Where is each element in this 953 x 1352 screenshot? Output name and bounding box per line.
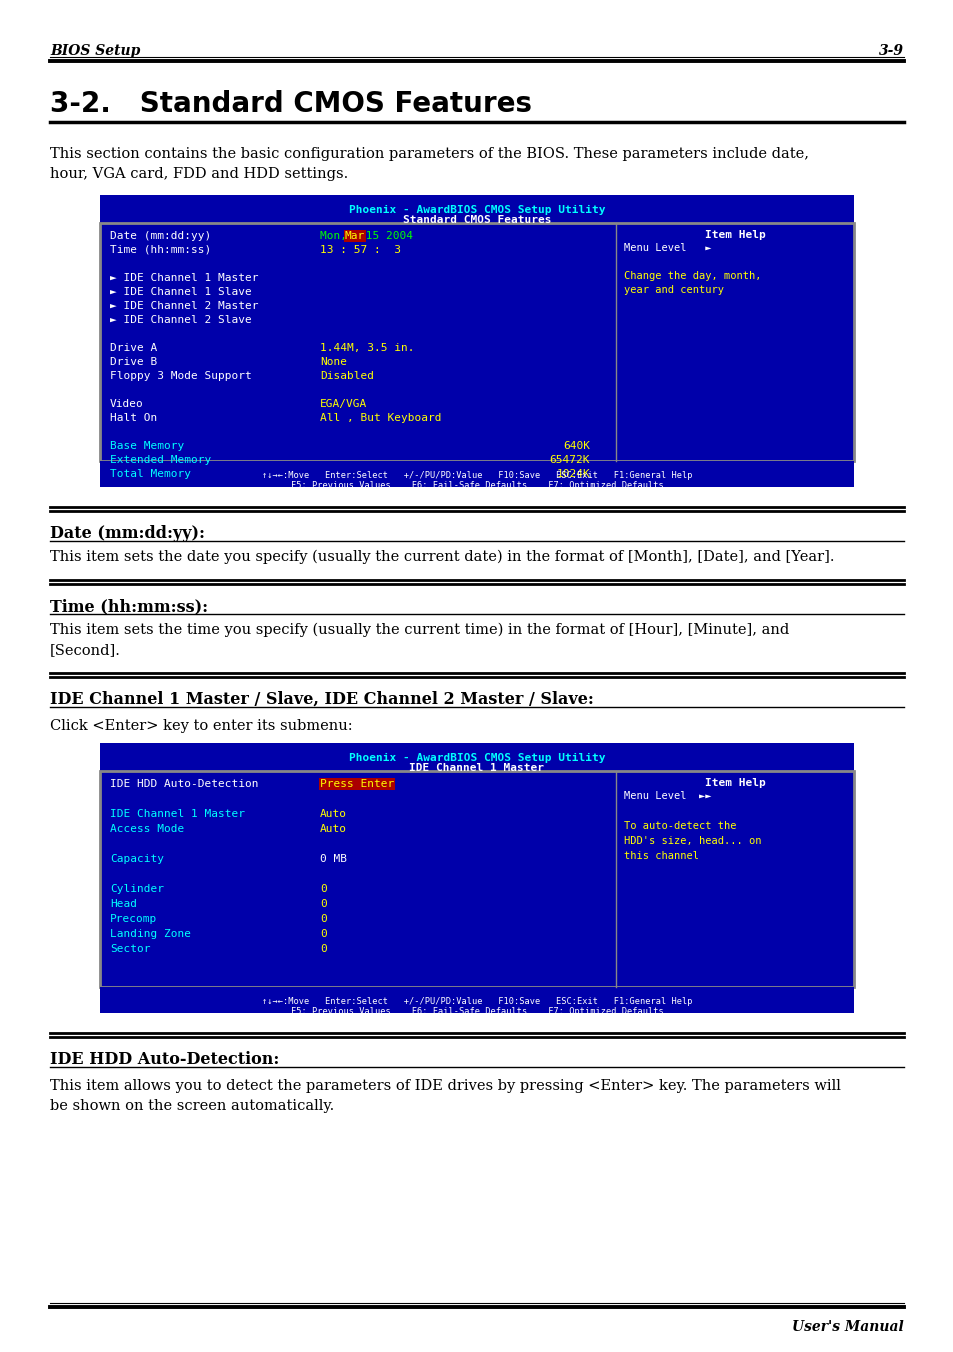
Text: Auto: Auto xyxy=(319,823,347,834)
Text: IDE Channel 1 Master: IDE Channel 1 Master xyxy=(409,763,544,773)
Text: 0: 0 xyxy=(319,899,327,909)
Text: Date (mm:dd:yy):: Date (mm:dd:yy): xyxy=(50,525,205,542)
Text: Sector: Sector xyxy=(110,944,151,955)
Text: Video: Video xyxy=(110,399,144,410)
Text: Menu Level  ►►: Menu Level ►► xyxy=(623,791,711,800)
Text: Date (mm:dd:yy): Date (mm:dd:yy) xyxy=(110,231,211,241)
Text: 1.44M, 3.5 in.: 1.44M, 3.5 in. xyxy=(319,343,414,353)
Text: This item sets the time you specify (usually the current time) in the format of : This item sets the time you specify (usu… xyxy=(50,623,788,637)
Text: Auto: Auto xyxy=(319,808,347,819)
Text: F5: Previous Values    F6: Fail-Safe Defaults    F7: Optimized Defaults: F5: Previous Values F6: Fail-Safe Defaul… xyxy=(291,481,662,489)
Text: This item sets the date you specify (usually the current date) in the format of : This item sets the date you specify (usu… xyxy=(50,550,834,564)
Text: Time (hh:mm:ss):: Time (hh:mm:ss): xyxy=(50,598,208,615)
Text: None: None xyxy=(319,357,347,366)
Text: HDD's size, head... on: HDD's size, head... on xyxy=(623,836,760,846)
Text: ↑↓→←:Move   Enter:Select   +/-/PU/PD:Value   F10:Save   ESC:Exit   F1:General He: ↑↓→←:Move Enter:Select +/-/PU/PD:Value F… xyxy=(261,470,692,480)
Text: 0 MB: 0 MB xyxy=(319,854,347,864)
Text: Head: Head xyxy=(110,899,137,909)
Text: Phoenix - AwardBIOS CMOS Setup Utility: Phoenix - AwardBIOS CMOS Setup Utility xyxy=(349,753,604,763)
Text: Precomp: Precomp xyxy=(110,914,157,923)
Text: Disabled: Disabled xyxy=(319,370,374,381)
Text: Click <Enter> key to enter its submenu:: Click <Enter> key to enter its submenu: xyxy=(50,719,353,733)
Text: ► IDE Channel 2 Slave: ► IDE Channel 2 Slave xyxy=(110,315,252,324)
Text: 15 2004: 15 2004 xyxy=(359,231,413,241)
Text: Phoenix - AwardBIOS CMOS Setup Utility: Phoenix - AwardBIOS CMOS Setup Utility xyxy=(349,206,604,215)
FancyBboxPatch shape xyxy=(100,195,853,223)
Text: Time (hh:mm:ss): Time (hh:mm:ss) xyxy=(110,245,211,256)
Text: Item Help: Item Help xyxy=(704,230,764,241)
Text: All , But Keyboard: All , But Keyboard xyxy=(319,412,441,423)
Text: This section contains the basic configuration parameters of the BIOS. These para: This section contains the basic configur… xyxy=(50,147,808,161)
FancyBboxPatch shape xyxy=(100,223,853,461)
Text: 13 : 57 :  3: 13 : 57 : 3 xyxy=(319,245,400,256)
Text: Floppy 3 Mode Support: Floppy 3 Mode Support xyxy=(110,370,252,381)
Text: 1024K: 1024K xyxy=(556,469,589,479)
Text: 65472K: 65472K xyxy=(549,456,589,465)
Text: Mon,: Mon, xyxy=(319,231,354,241)
FancyBboxPatch shape xyxy=(100,771,853,987)
Text: Change the day, month,: Change the day, month, xyxy=(623,270,760,281)
Text: this channel: this channel xyxy=(623,850,699,861)
Text: Landing Zone: Landing Zone xyxy=(110,929,191,940)
Text: 640K: 640K xyxy=(562,441,589,452)
Text: To auto-detect the: To auto-detect the xyxy=(623,821,736,831)
Text: [Second].: [Second]. xyxy=(50,644,121,657)
Text: Drive B: Drive B xyxy=(110,357,157,366)
Text: ► IDE Channel 1 Slave: ► IDE Channel 1 Slave xyxy=(110,287,252,297)
FancyBboxPatch shape xyxy=(100,744,853,771)
Text: hour, VGA card, FDD and HDD settings.: hour, VGA card, FDD and HDD settings. xyxy=(50,168,348,181)
Text: Capacity: Capacity xyxy=(110,854,164,864)
Text: Mar: Mar xyxy=(344,231,364,241)
Text: 0: 0 xyxy=(319,944,327,955)
Text: BIOS Setup: BIOS Setup xyxy=(50,45,140,58)
FancyBboxPatch shape xyxy=(100,461,853,487)
Text: Base Memory: Base Memory xyxy=(110,441,184,452)
Text: This item allows you to detect the parameters of IDE drives by pressing <Enter> : This item allows you to detect the param… xyxy=(50,1079,840,1092)
FancyBboxPatch shape xyxy=(100,987,853,1013)
Text: ► IDE Channel 1 Master: ► IDE Channel 1 Master xyxy=(110,273,258,283)
Text: Halt On: Halt On xyxy=(110,412,157,423)
Text: 3-2.   Standard CMOS Features: 3-2. Standard CMOS Features xyxy=(50,91,532,118)
Text: Menu Level   ►: Menu Level ► xyxy=(623,243,711,253)
Text: F5: Previous Values    F6: Fail-Safe Defaults    F7: Optimized Defaults: F5: Previous Values F6: Fail-Safe Defaul… xyxy=(291,1007,662,1015)
Text: IDE Channel 1 Master / Slave, IDE Channel 2 Master / Slave:: IDE Channel 1 Master / Slave, IDE Channe… xyxy=(50,691,594,708)
Text: Access Mode: Access Mode xyxy=(110,823,184,834)
Text: Item Help: Item Help xyxy=(704,777,764,788)
Text: User's Manual: User's Manual xyxy=(791,1320,903,1334)
Text: IDE Channel 1 Master: IDE Channel 1 Master xyxy=(110,808,245,819)
Text: 3-9: 3-9 xyxy=(878,45,903,58)
Text: Cylinder: Cylinder xyxy=(110,884,164,894)
Text: 0: 0 xyxy=(319,884,327,894)
Text: IDE HDD Auto-Detection: IDE HDD Auto-Detection xyxy=(110,779,258,790)
Text: ► IDE Channel 2 Master: ► IDE Channel 2 Master xyxy=(110,301,258,311)
Text: IDE HDD Auto-Detection:: IDE HDD Auto-Detection: xyxy=(50,1051,279,1068)
Text: year and century: year and century xyxy=(623,285,723,295)
Text: Press Enter: Press Enter xyxy=(319,779,394,790)
Text: 0: 0 xyxy=(319,929,327,940)
Text: Extended Memory: Extended Memory xyxy=(110,456,211,465)
Text: Drive A: Drive A xyxy=(110,343,157,353)
Text: be shown on the screen automatically.: be shown on the screen automatically. xyxy=(50,1099,334,1113)
Text: Total Memory: Total Memory xyxy=(110,469,191,479)
Text: Standard CMOS Features: Standard CMOS Features xyxy=(402,215,551,224)
Text: 0: 0 xyxy=(319,914,327,923)
Text: ↑↓→←:Move   Enter:Select   +/-/PU/PD:Value   F10:Save   ESC:Exit   F1:General He: ↑↓→←:Move Enter:Select +/-/PU/PD:Value F… xyxy=(261,996,692,1006)
Text: EGA/VGA: EGA/VGA xyxy=(319,399,367,410)
